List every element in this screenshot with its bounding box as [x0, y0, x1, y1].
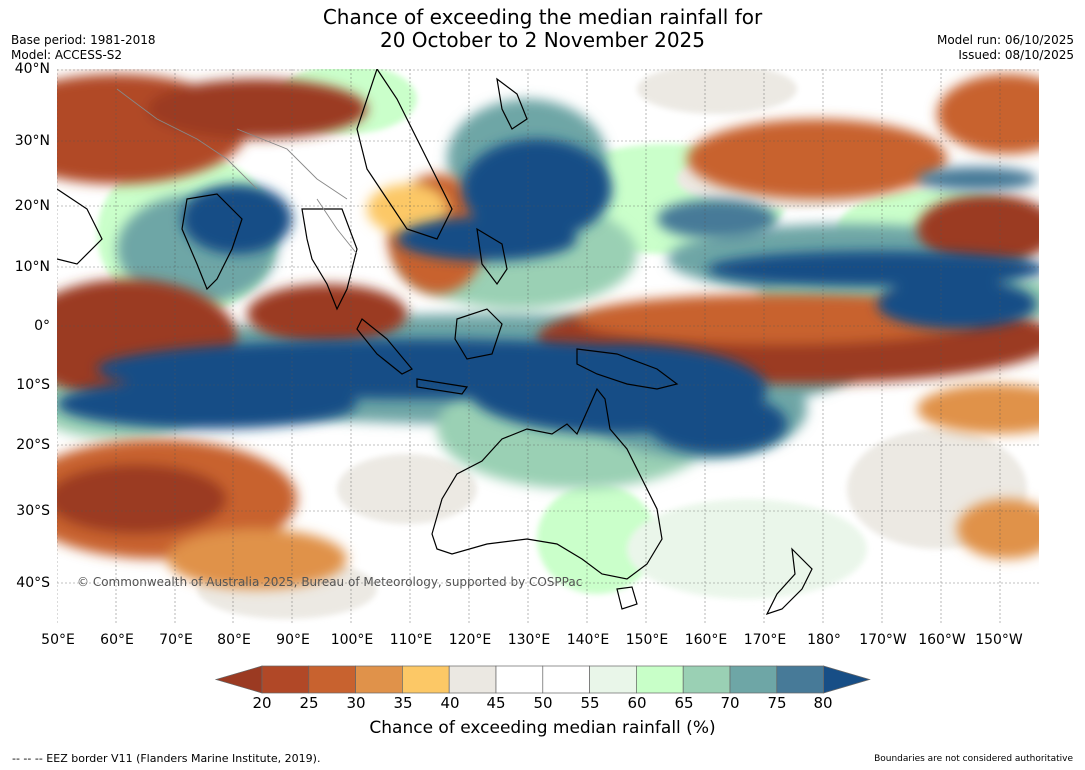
lat-label: 20°N [14, 198, 50, 214]
lon-label: 140°E [566, 632, 610, 648]
borneo-coastline [454, 308, 503, 360]
colorbar-tick: 75 [767, 694, 787, 712]
colorbar-segment [308, 665, 356, 694]
lat-label: 20°S [16, 437, 50, 453]
colorbar-segment [402, 665, 450, 694]
lon-label: 150°W [975, 632, 1023, 648]
map-title-line-1: Chance of exceeding the median rainfall … [322, 5, 763, 29]
issued-text: Issued: 08/10/2025 [958, 48, 1074, 62]
japan-coastline [496, 77, 528, 130]
colorbar-tick: 70 [720, 694, 740, 712]
country-borders [116, 88, 358, 255]
colorbar [214, 665, 871, 694]
tasmania-coastline [616, 586, 638, 610]
lat-label: 0° [34, 318, 50, 334]
colorbar-tick: 30 [346, 694, 366, 712]
colorbar-extend-high [823, 665, 871, 694]
colorbar-segment [636, 665, 684, 694]
lon-label: 60°E [100, 632, 134, 648]
lon-label: 150°E [625, 632, 669, 648]
lat-label: 40°N [14, 61, 50, 77]
lon-label: 100°E [330, 632, 374, 648]
southeast-asia-coastline [301, 208, 358, 311]
model-text: Model: ACCESS-S2 [11, 48, 123, 62]
lon-label: 80°E [217, 632, 251, 648]
lon-label: 70°E [159, 632, 193, 648]
lon-label: 160°W [918, 632, 966, 648]
philippines-coastline [476, 227, 508, 286]
base-period-text: Base period: 1981-2018 [11, 33, 156, 47]
colorbar-segment [682, 665, 731, 694]
india-coastline [181, 193, 243, 291]
boundaries-disclaimer: Boundaries are not considered authoritat… [874, 754, 1073, 764]
new-zealand-coastline [765, 547, 813, 616]
lon-label: 160°E [684, 632, 728, 648]
lon-label: 120°E [448, 632, 492, 648]
colorbar-segment [542, 665, 590, 694]
lat-label: 30°S [16, 503, 50, 519]
coastlines [57, 69, 813, 616]
rainfall-probability-map: © Commonwealth of Australia 2025, Bureau… [57, 69, 1039, 624]
colorbar-tick: 35 [393, 694, 413, 712]
colorbar-segment [776, 665, 824, 694]
sumatra-coastline [356, 318, 413, 375]
graticule [57, 69, 1039, 624]
lat-label: 30°N [14, 133, 50, 149]
java-coastline [416, 378, 469, 395]
lon-label: 170°E [743, 632, 787, 648]
copyright-notice: © Commonwealth of Australia 2025, Bureau… [77, 575, 582, 589]
colorbar-extend-low [214, 665, 263, 694]
colorbar-tick: 55 [580, 694, 600, 712]
colorbar-tick: 20 [252, 694, 272, 712]
lon-label: 130°E [507, 632, 551, 648]
colorbar-tick: 80 [813, 694, 833, 712]
colorbar-segment [589, 665, 637, 694]
colorbar-segment [729, 665, 778, 694]
colorbar-tick: 45 [486, 694, 506, 712]
colorbar-tick: 60 [627, 694, 647, 712]
colorbar-segment [448, 665, 497, 694]
model-run-text: Model run: 06/10/2025 [936, 33, 1074, 47]
colorbar-segment [355, 665, 403, 694]
east-asia-coastline [356, 69, 453, 240]
australia-coastline [431, 387, 663, 580]
colorbar-segment [495, 665, 544, 694]
lon-label: 110°E [389, 632, 433, 648]
lon-label: 180° [807, 632, 841, 648]
colorbar-tick: 25 [299, 694, 319, 712]
lon-label: 90°E [276, 632, 310, 648]
colorbar-tick: 65 [674, 694, 694, 712]
eez-border-note: -- -- -- EEZ border V11 (Flanders Marine… [12, 752, 321, 765]
lon-label: 170°W [859, 632, 907, 648]
new-guinea-coastline [576, 348, 679, 390]
colorbar-title: Chance of exceeding median rainfall (%) [369, 718, 716, 738]
colorbar-segment [261, 665, 310, 694]
lat-label: 40°S [16, 575, 50, 591]
lat-label: 10°S [16, 377, 50, 393]
colorbar-tick: 40 [440, 694, 460, 712]
lat-label: 10°N [14, 259, 50, 275]
colorbar-tick: 50 [533, 694, 553, 712]
arabia-coastline [57, 188, 103, 265]
map-title-line-2: 20 October to 2 November 2025 [379, 28, 706, 52]
lon-label: 50°E [41, 632, 75, 648]
